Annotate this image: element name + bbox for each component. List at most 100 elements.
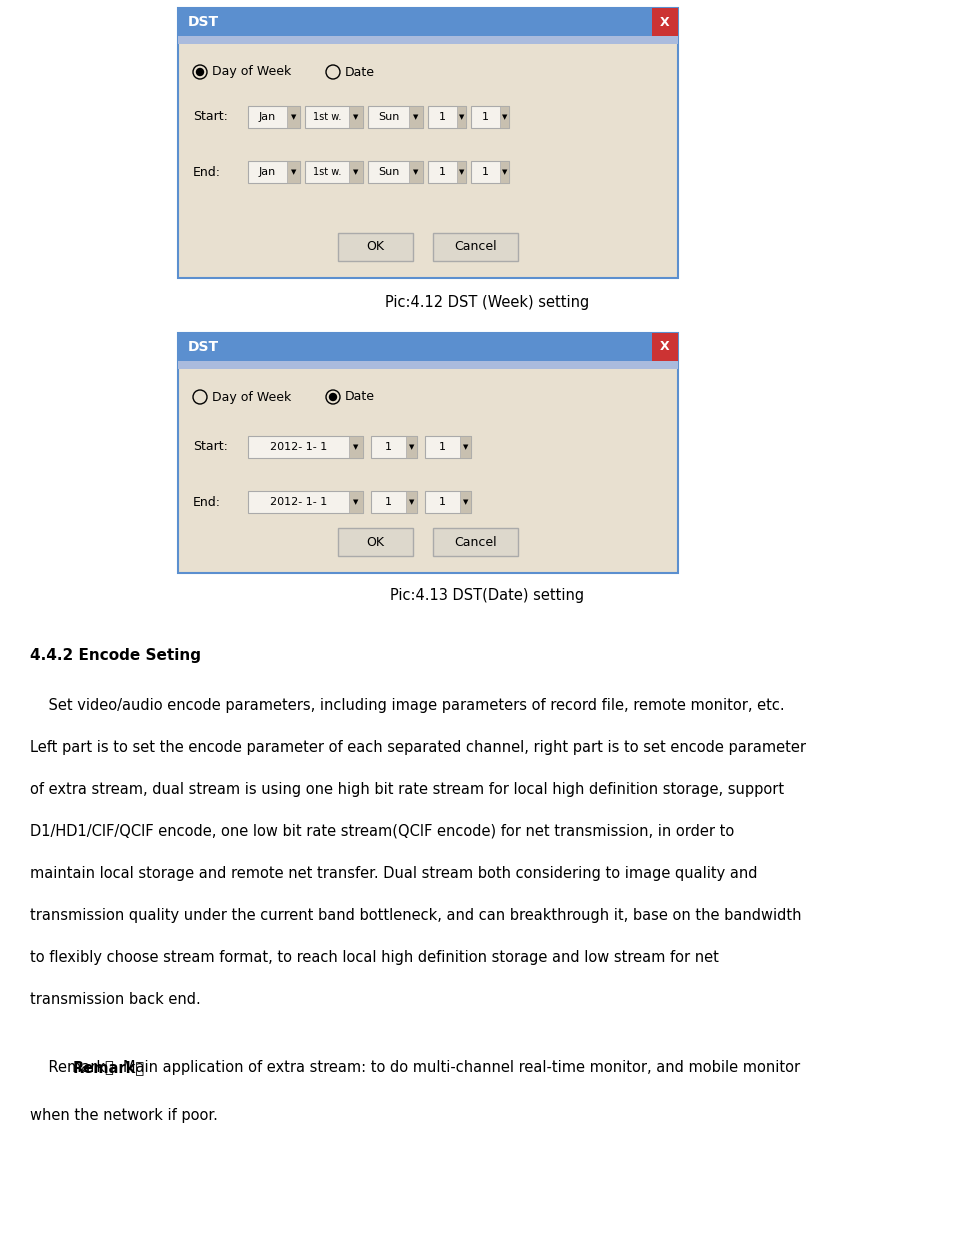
Text: ▼: ▼ (413, 114, 419, 120)
FancyBboxPatch shape (178, 8, 678, 278)
Text: ▼: ▼ (291, 114, 296, 120)
Text: Start:: Start: (193, 110, 228, 124)
FancyBboxPatch shape (471, 160, 509, 183)
FancyBboxPatch shape (460, 436, 471, 459)
Text: ▼: ▼ (502, 114, 506, 120)
Text: Day of Week: Day of Week (212, 65, 291, 79)
Text: Date: Date (345, 391, 375, 403)
Text: 2012- 1- 1: 2012- 1- 1 (270, 442, 327, 452)
Text: Jan: Jan (259, 167, 276, 177)
Text: 1: 1 (482, 167, 489, 177)
FancyBboxPatch shape (425, 491, 471, 512)
Text: 1: 1 (438, 112, 446, 122)
FancyBboxPatch shape (409, 160, 423, 183)
FancyBboxPatch shape (428, 107, 466, 128)
Text: of extra stream, dual stream is using one high bit rate stream for local high de: of extra stream, dual stream is using on… (30, 782, 784, 797)
FancyBboxPatch shape (409, 107, 423, 128)
Text: Sun: Sun (378, 167, 399, 177)
FancyBboxPatch shape (248, 160, 300, 183)
FancyBboxPatch shape (305, 160, 363, 183)
Text: 1: 1 (438, 167, 446, 177)
FancyBboxPatch shape (338, 233, 413, 261)
FancyBboxPatch shape (178, 36, 678, 44)
Text: Start:: Start: (193, 441, 228, 454)
Text: Sun: Sun (378, 112, 399, 122)
Text: End:: End: (193, 165, 221, 178)
Text: 2012- 1- 1: 2012- 1- 1 (270, 497, 327, 507)
FancyBboxPatch shape (338, 528, 413, 556)
Text: DST: DST (188, 15, 219, 29)
Text: OK: OK (366, 535, 385, 549)
FancyBboxPatch shape (425, 436, 471, 459)
FancyBboxPatch shape (457, 160, 466, 183)
Text: ▼: ▼ (463, 499, 468, 505)
Text: ▼: ▼ (408, 499, 414, 505)
Text: transmission back end.: transmission back end. (30, 992, 201, 1007)
Text: 1: 1 (385, 497, 392, 507)
Text: OK: OK (366, 241, 385, 253)
FancyBboxPatch shape (248, 436, 363, 459)
FancyBboxPatch shape (349, 491, 363, 512)
Text: ▼: ▼ (354, 444, 358, 450)
Text: Day of Week: Day of Week (212, 391, 291, 403)
FancyBboxPatch shape (248, 491, 363, 512)
FancyBboxPatch shape (652, 333, 678, 361)
FancyBboxPatch shape (433, 233, 518, 261)
FancyBboxPatch shape (368, 160, 423, 183)
Text: Cancel: Cancel (454, 241, 497, 253)
FancyBboxPatch shape (652, 8, 678, 36)
FancyBboxPatch shape (349, 107, 363, 128)
Text: Remark：  Main application of extra stream: to do multi-channel real-time monitor: Remark： Main application of extra stream… (30, 1060, 800, 1075)
Text: 1: 1 (482, 112, 489, 122)
Text: D1/HD1/CIF/QCIF encode, one low bit rate stream(QCIF encode) for net transmissio: D1/HD1/CIF/QCIF encode, one low bit rate… (30, 824, 734, 840)
Text: transmission quality under the current band bottleneck, and can breakthrough it,: transmission quality under the current b… (30, 908, 802, 923)
Text: 1: 1 (438, 442, 446, 452)
FancyBboxPatch shape (500, 107, 509, 128)
Text: ▼: ▼ (459, 169, 464, 175)
FancyBboxPatch shape (460, 491, 471, 512)
Text: ▼: ▼ (408, 444, 414, 450)
FancyBboxPatch shape (178, 333, 678, 361)
FancyBboxPatch shape (287, 107, 300, 128)
Text: 1st w.: 1st w. (313, 167, 341, 177)
Text: X: X (660, 341, 670, 353)
Text: Remark：: Remark： (73, 1060, 145, 1075)
FancyBboxPatch shape (368, 107, 423, 128)
Text: ▼: ▼ (354, 114, 358, 120)
Text: to flexibly choose stream format, to reach local high definition storage and low: to flexibly choose stream format, to rea… (30, 950, 719, 965)
FancyBboxPatch shape (178, 361, 678, 368)
Text: ▼: ▼ (291, 169, 296, 175)
Text: Left part is to set the encode parameter of each separated channel, right part i: Left part is to set the encode parameter… (30, 741, 806, 756)
FancyBboxPatch shape (428, 160, 466, 183)
Text: Set video/audio encode parameters, including image parameters of record file, re: Set video/audio encode parameters, inclu… (30, 698, 785, 713)
FancyBboxPatch shape (371, 436, 417, 459)
Text: End:: End: (193, 495, 221, 509)
FancyBboxPatch shape (433, 528, 518, 556)
Text: ▼: ▼ (459, 114, 464, 120)
Text: maintain local storage and remote net transfer. Dual stream both considering to : maintain local storage and remote net tr… (30, 866, 758, 881)
FancyBboxPatch shape (248, 107, 300, 128)
Text: when the network if poor.: when the network if poor. (30, 1108, 218, 1123)
Circle shape (197, 69, 204, 75)
Text: ▼: ▼ (354, 169, 358, 175)
Text: Jan: Jan (259, 112, 276, 122)
FancyBboxPatch shape (349, 436, 363, 459)
Text: ▼: ▼ (502, 169, 506, 175)
Circle shape (329, 393, 336, 401)
Text: Pic:4.13 DST(Date) setting: Pic:4.13 DST(Date) setting (390, 588, 584, 603)
Text: 1: 1 (438, 497, 446, 507)
FancyBboxPatch shape (305, 107, 363, 128)
FancyBboxPatch shape (178, 8, 678, 36)
FancyBboxPatch shape (178, 333, 678, 573)
Text: ▼: ▼ (463, 444, 468, 450)
Text: ▼: ▼ (354, 499, 358, 505)
FancyBboxPatch shape (405, 491, 417, 512)
Text: Date: Date (345, 65, 375, 79)
Text: 1st w.: 1st w. (313, 112, 341, 122)
Text: Cancel: Cancel (454, 535, 497, 549)
FancyBboxPatch shape (349, 160, 363, 183)
Text: 1: 1 (385, 442, 392, 452)
FancyBboxPatch shape (457, 107, 466, 128)
Text: X: X (660, 15, 670, 29)
FancyBboxPatch shape (500, 160, 509, 183)
